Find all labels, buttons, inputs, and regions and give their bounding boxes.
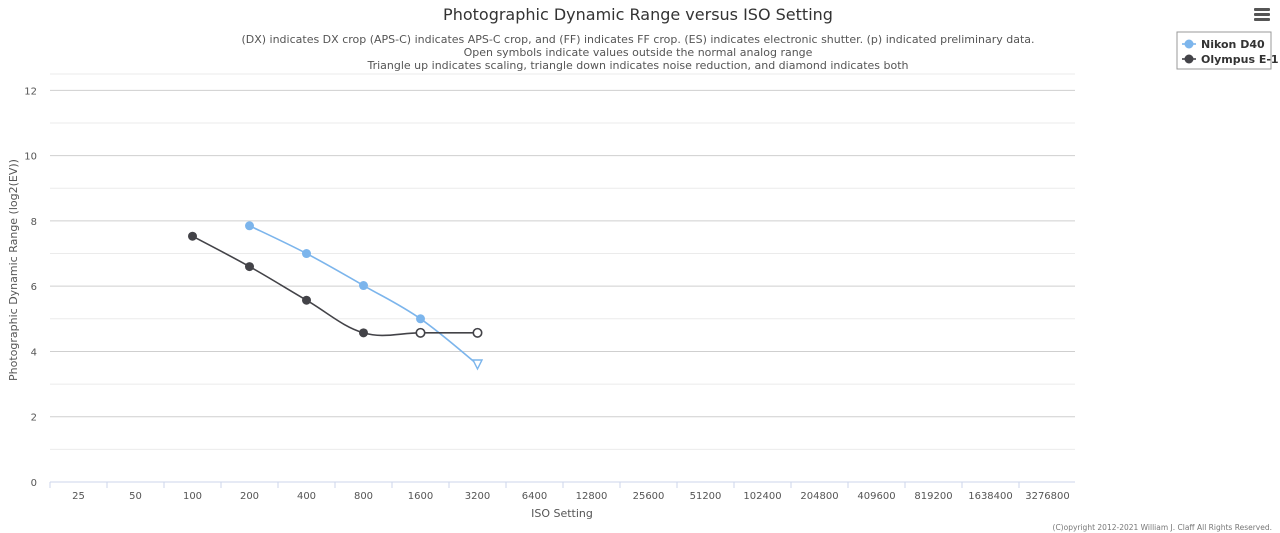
chart-subtitle-line-2: Open symbols indicate values outside the… [464, 46, 813, 59]
series-olympus-e-1 [188, 231, 483, 338]
x-tick-label: 1638400 [968, 491, 1013, 502]
y-tick-label: 8 [31, 217, 37, 228]
data-point[interactable] [359, 281, 368, 291]
y-tick-label: 2 [31, 413, 37, 424]
x-axis: 25 50 100 200 400 800 1600 3200 6400 12800 25600 51… [49, 481, 1075, 502]
x-tick-label: 400 [297, 491, 316, 502]
chart-subtitle-line-3: Triangle up indicates scaling, triangle … [366, 59, 908, 72]
series-nikon-d40 [245, 221, 484, 371]
chart-subtitle-line-1: (DX) indicates DX crop (APS-C) indicates… [241, 33, 1034, 46]
x-tick-label: 409600 [857, 491, 895, 502]
x-tick-label: 51200 [690, 491, 722, 502]
legend-label: Nikon D40 [1201, 38, 1265, 51]
data-point[interactable] [359, 328, 368, 338]
x-tick-label: 1600 [408, 491, 433, 502]
data-point-triangle-down[interactable] [471, 359, 484, 371]
x-tick-label: 204800 [800, 491, 838, 502]
hamburger-menu-icon[interactable] [1252, 6, 1272, 26]
legend-label: Olympus E-1 [1201, 53, 1279, 66]
legend-item[interactable]: Olympus E-1 [1182, 53, 1279, 66]
credits[interactable]: (C)opyright 2012-2021 William J. Claff A… [1053, 523, 1272, 532]
y-tick-label: 4 [31, 347, 37, 358]
data-point[interactable] [302, 249, 311, 259]
legend-marker [1184, 54, 1194, 64]
x-tick-label: 25 [72, 491, 85, 502]
legend[interactable]: Nikon D40 Olympus E-1 [1176, 31, 1279, 70]
legend-box [1176, 31, 1272, 70]
data-point[interactable] [245, 262, 254, 272]
x-tick-label: 25600 [633, 491, 665, 502]
legend-item[interactable]: Nikon D40 [1182, 38, 1265, 51]
x-axis-title: ISO Setting [531, 507, 593, 520]
x-tick-label: 3276800 [1025, 491, 1070, 502]
x-tick-label: 50 [129, 491, 142, 502]
data-point[interactable] [416, 314, 425, 324]
data-point-open[interactable] [472, 327, 483, 338]
x-tick-label: 12800 [576, 491, 608, 502]
data-point-open[interactable] [415, 327, 426, 338]
grid [50, 73, 1075, 483]
y-tick-label: 10 [24, 152, 37, 163]
y-tick-label: 12 [24, 86, 37, 97]
chart-title: Photographic Dynamic Range versus ISO Se… [443, 5, 833, 24]
x-tick-label: 3200 [465, 491, 490, 502]
legend-marker [1184, 39, 1194, 49]
data-point[interactable] [188, 231, 197, 241]
x-tick-label: 6400 [522, 491, 547, 502]
x-tick-label: 100 [183, 491, 202, 502]
series-line [249, 225, 479, 366]
data-point[interactable] [302, 295, 311, 305]
y-axis-title: Photographic Dynamic Range (log2(EV)) [7, 159, 20, 381]
x-tick-label: 819200 [914, 491, 952, 502]
data-point[interactable] [245, 221, 254, 231]
x-tick-label: 800 [354, 491, 373, 502]
x-tick-label: 102400 [743, 491, 781, 502]
y-tick-label: 6 [31, 282, 37, 293]
y-tick-label: 0 [31, 478, 37, 489]
series-layer [188, 221, 484, 371]
x-tick-label: 200 [240, 491, 259, 502]
y-axis: 0 2 4 6 8 10 12 [24, 86, 37, 489]
